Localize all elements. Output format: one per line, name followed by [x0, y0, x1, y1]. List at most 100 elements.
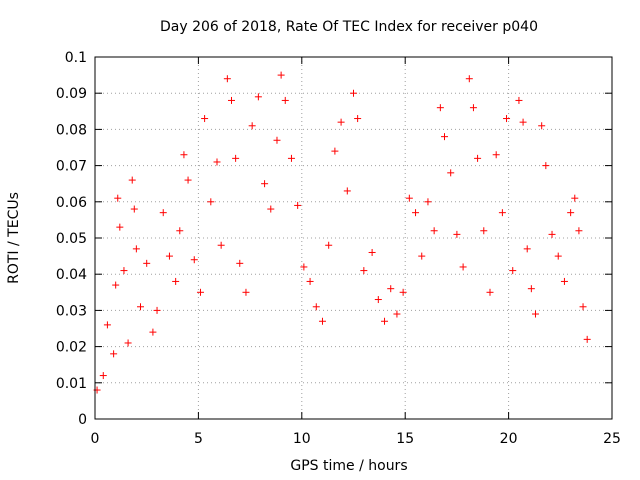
data-point [294, 201, 302, 209]
data-point [548, 230, 556, 238]
data-point [124, 339, 132, 347]
data-point [503, 115, 511, 123]
data-point [571, 194, 579, 202]
data-point [575, 227, 583, 235]
data-point [436, 104, 444, 112]
x-tick-label: 10 [293, 431, 311, 447]
grid-layer [95, 57, 612, 419]
data-point [116, 223, 124, 231]
data-point [354, 115, 362, 123]
data-point [223, 75, 231, 83]
data-point [112, 281, 120, 289]
data-point [165, 252, 173, 260]
data-point [273, 136, 281, 144]
data-point [300, 263, 308, 271]
data-point [149, 328, 157, 336]
data-point [261, 180, 269, 188]
data-points [93, 71, 591, 394]
data-point [381, 317, 389, 325]
data-point [227, 96, 235, 104]
y-tick-label: 0.1 [65, 50, 87, 66]
y-tick-label: 0.06 [56, 195, 87, 211]
plot-frame [94, 56, 613, 420]
data-point [331, 147, 339, 155]
data-point [465, 75, 473, 83]
x-tick-label: 20 [500, 431, 518, 447]
data-point [110, 350, 118, 358]
x-tick-label: 0 [91, 431, 100, 447]
data-point [447, 169, 455, 177]
data-point [99, 372, 107, 380]
data-point [287, 154, 295, 162]
data-point [213, 158, 221, 166]
data-point [180, 151, 188, 159]
data-point [343, 187, 351, 195]
data-point [554, 252, 562, 260]
data-point [172, 277, 180, 285]
data-point [312, 303, 320, 311]
data-point [523, 245, 531, 253]
data-point [405, 194, 413, 202]
data-point [430, 227, 438, 235]
data-point [412, 209, 420, 217]
data-point [130, 205, 138, 213]
x-tick-label: 25 [603, 431, 621, 447]
data-point [399, 288, 407, 296]
data-point [368, 248, 376, 256]
data-point [248, 122, 256, 130]
data-point [132, 245, 140, 253]
data-point [217, 241, 225, 249]
data-point [277, 71, 285, 79]
data-point [184, 176, 192, 184]
data-point [350, 89, 357, 97]
y-tick-label: 0.02 [56, 340, 87, 356]
data-point [424, 198, 432, 206]
x-tick-label: 15 [396, 431, 414, 447]
data-point [374, 296, 382, 304]
data-point [583, 335, 591, 343]
data-point [498, 209, 506, 217]
data-point [103, 321, 111, 329]
data-point [306, 277, 314, 285]
data-point [538, 122, 546, 130]
data-point [153, 306, 161, 314]
data-point [509, 267, 517, 275]
data-point [242, 288, 250, 296]
data-point [128, 176, 136, 184]
x-tick-label: 5 [194, 431, 203, 447]
axes-layer: 0 0.01 0.02 0.03 0.04 0.05 0.06 0.07 0.08 0.09 0.1… [56, 50, 621, 447]
data-point [360, 267, 368, 275]
data-point [480, 227, 488, 235]
data-point [393, 310, 401, 318]
data-point [337, 118, 345, 126]
data-point [579, 303, 587, 311]
data-point [474, 154, 482, 162]
data-point [542, 162, 550, 170]
data-point [469, 104, 477, 112]
data-point [136, 303, 144, 311]
y-tick-label: 0 [78, 412, 87, 428]
data-point [515, 96, 523, 104]
data-point [318, 317, 326, 325]
data-point [236, 259, 244, 267]
data-point [492, 151, 500, 159]
y-tick-label: 0.04 [56, 267, 87, 283]
data-point [387, 285, 395, 293]
data-point [159, 209, 167, 217]
data-point [207, 198, 215, 206]
data-point [527, 285, 535, 293]
data-point [519, 118, 527, 126]
y-tick-label: 0.09 [56, 86, 87, 102]
data-point [325, 241, 333, 249]
data-point [176, 227, 184, 235]
data-point [232, 154, 240, 162]
x-axis-label: GPS time / hours [290, 458, 407, 474]
data-point [201, 115, 209, 123]
y-tick-label: 0.03 [56, 303, 87, 319]
y-tick-label: 0.01 [56, 376, 87, 392]
y-tick-label: 0.05 [56, 231, 87, 247]
data-point [486, 288, 494, 296]
data-point [267, 205, 275, 213]
